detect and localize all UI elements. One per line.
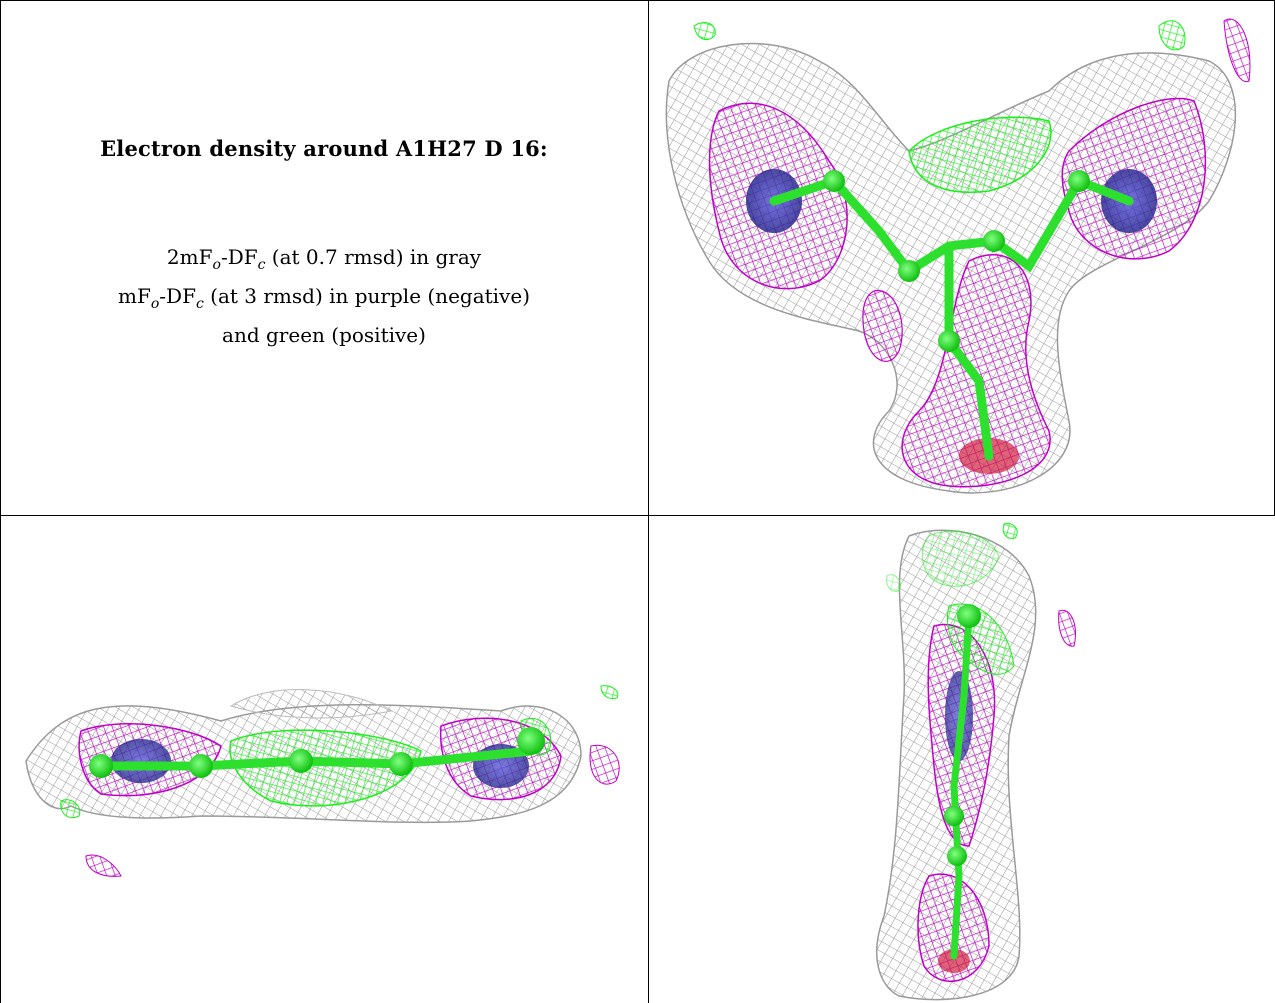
bond-chain xyxy=(944,241,994,461)
atom-green xyxy=(957,604,981,628)
caption-line-green: and green (positive) xyxy=(222,323,426,347)
density-panel-front xyxy=(649,1,1274,515)
caption-description: 2mFo-DFc (at 0.7 rmsd) in gray mFo-DFc (… xyxy=(0,242,648,351)
atom-green xyxy=(983,230,1005,252)
atom-green xyxy=(823,170,845,192)
atom-green xyxy=(938,330,960,352)
center-divider xyxy=(648,0,649,1003)
purple-mesh-blob xyxy=(1058,609,1076,647)
middle-divider xyxy=(0,515,1275,516)
atom-green xyxy=(1068,170,1090,192)
atom-green xyxy=(289,749,313,773)
purple-mesh-blob xyxy=(85,854,122,877)
green-mesh-blob xyxy=(1002,522,1018,539)
green-mesh-center xyxy=(229,729,422,807)
bond-chain xyxy=(950,612,973,960)
atom-green xyxy=(898,260,920,282)
density-panel-side xyxy=(1,516,648,1003)
atom-green xyxy=(517,727,545,755)
green-mesh-blob xyxy=(600,685,619,699)
caption-line-2mfo: 2mFo-DFc (at 0.7 rmsd) in gray xyxy=(166,245,482,273)
purple-mesh-blob xyxy=(589,744,620,785)
green-mesh-blob xyxy=(886,574,901,592)
atom-green xyxy=(89,754,113,778)
green-mesh-center xyxy=(908,116,1052,193)
left-border xyxy=(0,0,1,1003)
atom-green xyxy=(389,752,413,776)
atom-green xyxy=(189,754,213,778)
atom-green xyxy=(947,846,967,866)
gray-mesh-top xyxy=(229,689,393,719)
density-panel-end-on xyxy=(649,516,1275,1003)
caption-line-mfo: mFo-DFc (at 3 rmsd) in purple (negative) xyxy=(118,284,530,312)
green-mesh-top xyxy=(921,530,1000,587)
top-border xyxy=(0,0,1275,1)
atom-red xyxy=(938,949,970,973)
purple-mesh-small xyxy=(862,290,903,362)
atom-blue xyxy=(111,739,171,783)
green-mesh-blob xyxy=(60,799,81,819)
purple-mesh-blob xyxy=(1223,18,1251,83)
atom-green xyxy=(944,806,964,826)
caption-title: Electron density around A1H27 D 16: xyxy=(100,136,548,161)
green-mesh-blob xyxy=(693,22,716,41)
caption-cell: Electron density around A1H27 D 16: 2mFo… xyxy=(0,0,648,515)
green-mesh-blob xyxy=(1158,20,1186,51)
